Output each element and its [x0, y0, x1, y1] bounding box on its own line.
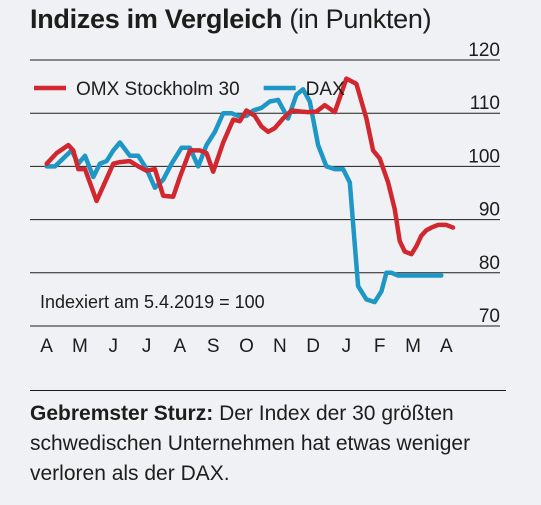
y-tick-label: 70 [479, 306, 500, 327]
x-tick-label: A [174, 336, 187, 357]
legend: OMX Stockholm 30 DAX [34, 79, 345, 100]
x-tick-label: A [40, 336, 53, 357]
x-tick-label: D [306, 336, 320, 357]
series-line-omx-stockholm-30 [44, 76, 456, 257]
x-tick-label: S [207, 336, 220, 357]
caption-lead: Gebremster Sturz: [30, 402, 214, 425]
y-tick-label: 80 [479, 253, 500, 274]
x-tick-label: N [273, 336, 287, 357]
x-tick-label: A [440, 336, 453, 357]
chart-title-unit: (in Punkten) [289, 4, 432, 34]
gridlines [30, 59, 500, 327]
y-axis-ticks: 70 80 90 100 110 120 [468, 40, 500, 327]
y-tick-label: 120 [468, 40, 500, 61]
legend-label: OMX Stockholm 30 [76, 79, 240, 100]
caption-divider [30, 390, 506, 391]
caption-text: Der Index der 30 größten schwedischen Un… [30, 402, 471, 485]
x-tick-label: M [405, 336, 421, 357]
series-line-dax [44, 87, 444, 305]
chart-title-main: Indizes im Vergleich [30, 4, 283, 34]
x-tick-label: O [239, 336, 254, 357]
chart-title: Indizes im Vergleich (in Punkten) [30, 4, 432, 35]
caption: Gebremster Sturz: Der Index der 30 größt… [30, 399, 508, 489]
x-tick-label: J [342, 336, 352, 357]
x-tick-label: J [142, 336, 152, 357]
legend-label: DAX [306, 79, 345, 100]
x-tick-label: M [72, 336, 88, 357]
index-base-annotation: Indexiert am 5.4.2019 = 100 [40, 292, 265, 312]
x-tick-label: J [109, 336, 119, 357]
series-lines [44, 76, 456, 305]
x-tick-label: F [374, 336, 386, 357]
y-tick-label: 100 [468, 146, 500, 167]
y-tick-label: 90 [479, 200, 500, 221]
y-tick-label: 110 [470, 93, 500, 114]
